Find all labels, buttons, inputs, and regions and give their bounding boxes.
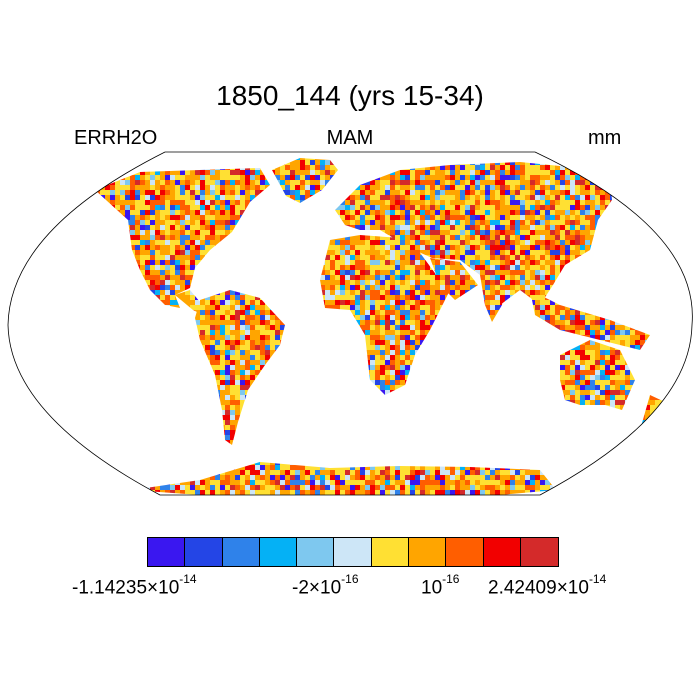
colorbar-swatch	[185, 538, 223, 566]
season-label: MAM	[326, 127, 374, 149]
colorbar-swatch	[222, 538, 260, 566]
colorbar-swatch	[409, 538, 447, 566]
colorbar-swatch	[446, 538, 484, 566]
map-title: 1850_144 (yrs 15-34)	[216, 80, 484, 111]
map-boundary	[7, 151, 693, 496]
colorbar-tick-label: -2×10-16	[292, 572, 359, 599]
colorbar-swatch	[483, 538, 521, 566]
colorbar-swatch	[148, 538, 186, 566]
colorbar-swatch	[334, 538, 372, 566]
colorbar-tick-label: -1.14235×10-14	[72, 572, 197, 599]
colorbar-swatch	[297, 538, 335, 566]
colorbar-swatch	[259, 538, 298, 566]
units-label: mm	[588, 127, 622, 149]
colorbar-tick-label: 2.42409×10-14	[488, 572, 607, 599]
variable-label: ERRH2O	[74, 127, 158, 149]
colorbar-swatch	[371, 538, 410, 566]
land-data-layer	[95, 158, 665, 495]
colorbar	[147, 537, 560, 567]
colorbar-tick-label: 10-16	[421, 572, 460, 599]
world-map	[7, 151, 693, 496]
colorbar-swatch	[520, 538, 559, 566]
